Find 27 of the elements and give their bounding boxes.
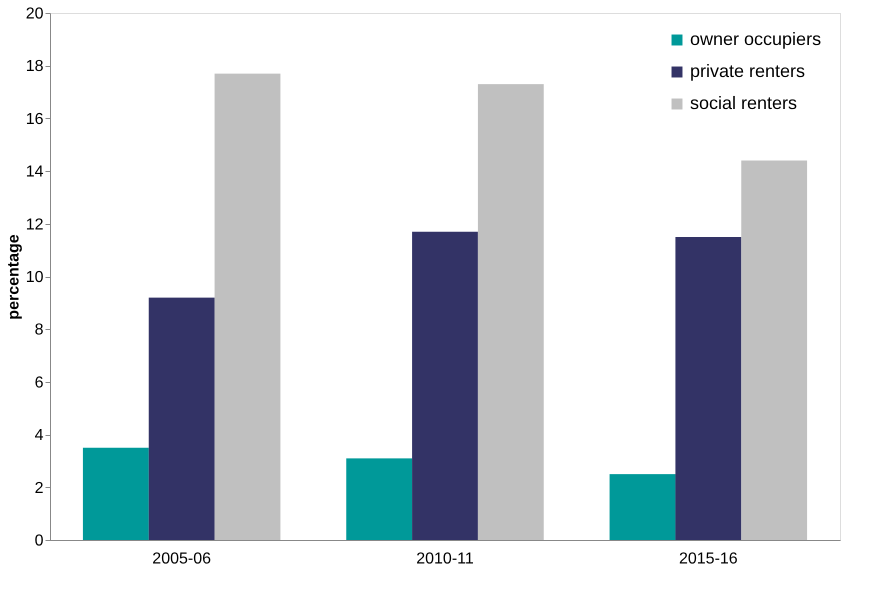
y-tick-label: 8 [34,322,44,339]
y-tick-label: 4 [34,427,44,444]
bar [412,232,478,540]
legend-label: social renters [690,93,798,113]
y-tick-label: 2 [34,480,44,497]
y-tick-label: 18 [26,58,44,76]
bar [675,236,742,540]
y-tick-label: 6 [34,374,44,392]
bar [214,74,280,540]
y-axis-title: percentage [6,234,23,320]
bar [741,160,808,540]
x-tick-label: 2005-06 [152,550,212,568]
bar [346,458,412,540]
bar [610,474,676,540]
legend-label: private renters [690,61,806,81]
y-tick-label: 16 [26,110,44,128]
x-tick-label: 2015-16 [678,550,738,568]
bar [82,448,149,540]
bar [148,298,215,540]
x-tick-label: 2010-11 [416,550,474,568]
y-tick-label: 12 [26,216,44,234]
y-tick-label: 10 [26,269,44,286]
legend-label: owner occupiers [690,29,822,49]
y-tick-label: 14 [26,164,44,181]
bar [478,84,544,540]
y-tick-label: 0 [34,532,44,550]
y-tick-label: 20 [26,6,44,22]
